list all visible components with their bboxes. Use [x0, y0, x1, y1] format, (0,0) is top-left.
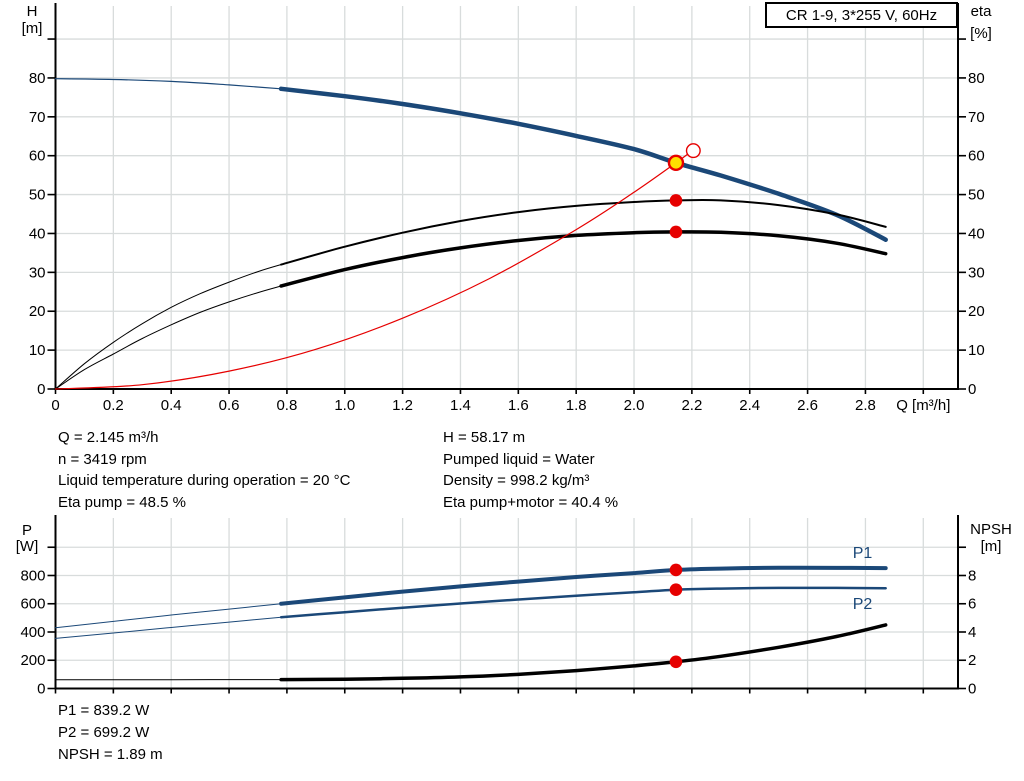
npsh-value: NPSH = 1.89 m	[58, 746, 163, 763]
series-eta-pump-motor	[279, 230, 888, 288]
tick-label: [m]	[981, 538, 1002, 555]
density-value: Density = 998.2 kg/m³	[443, 472, 590, 489]
tick-label: 2	[968, 652, 976, 669]
tick-label: 2.8	[855, 397, 876, 414]
flow-value: Q = 2.145 m³/h	[58, 429, 159, 446]
tick-label: 60	[968, 148, 985, 165]
series-eta-pump	[280, 198, 887, 266]
operating-data-left-column: Q = 2.145 m³/h n = 3419 rpm Liquid tempe…	[58, 427, 350, 513]
series-pump-curve	[278, 86, 888, 242]
tick-label: 200	[20, 652, 45, 669]
series-eta-pump-thin	[55, 264, 282, 390]
series-p1-curve-thin	[55, 603, 282, 629]
tick-label: NPSH	[970, 521, 1012, 538]
tick-label: 2.0	[624, 397, 645, 414]
eta-pump-value: Eta pump = 48.5 %	[58, 493, 186, 511]
tick-label: 50	[29, 187, 46, 204]
curve-label-p2: P2	[853, 596, 873, 613]
tick-label: 50	[968, 187, 985, 204]
tick-label: 1.4	[450, 397, 471, 414]
tick-label: 70	[29, 109, 46, 126]
series-npsh-curve	[279, 623, 888, 682]
result-data-block: P1 = 839.2 W P2 = 699.2 W NPSH = 1.89 m	[58, 700, 163, 766]
tick-label: [W]	[16, 538, 39, 555]
tick-label: 40	[968, 225, 985, 242]
tick-label: 10	[968, 342, 985, 359]
tick-label: 0	[968, 381, 976, 398]
tick-label: 0	[37, 381, 45, 398]
tick-label: 4	[968, 624, 976, 641]
series-pump-curve-thin	[54, 78, 282, 90]
p1-point-marker	[669, 563, 683, 577]
series-p1-curve	[279, 565, 888, 606]
tick-label: 0	[968, 681, 976, 698]
tick-label: 30	[968, 264, 985, 281]
head-efficiency-chart: 0 0.2 0.4 0.6 0.8 1.0 1.2 1.4 1.6 1.8 2.0 2.2 2.4 2.6…	[22, 3, 993, 414]
axes: 800 600 400 200 0 8 6 4 2 0 P[W] NPSH[m] P1 P2	[16, 515, 1012, 698]
tick-label: 2.6	[797, 397, 818, 414]
eta-pump-motor-point-marker	[669, 225, 683, 239]
tick-label: eta	[971, 3, 993, 20]
tick-label: 60	[29, 148, 46, 165]
eta-pump-motor-value: Eta pump+motor = 40.4 %	[443, 493, 619, 511]
tick-label: 0	[51, 397, 59, 414]
series-p2-curve	[279, 586, 887, 619]
grid	[55, 518, 958, 689]
requested-duty-point-marker	[685, 143, 701, 159]
npsh-point-marker	[669, 655, 683, 669]
axes: 0 0.2 0.4 0.6 0.8 1.0 1.2 1.4 1.6 1.8 2.0 2.2 2.4 2.6…	[22, 3, 993, 414]
curve-label-p1: P1	[853, 545, 873, 562]
tick-label: 80	[29, 70, 46, 87]
tick-label: 80	[968, 70, 985, 87]
series-eta-pump-motor-thin	[55, 285, 282, 390]
tick-label: Q [m³/h]	[896, 397, 950, 414]
duty-point-marker	[667, 154, 685, 172]
pump-designation-label: CR 1-9, 3*255 V, 60Hz	[785, 6, 938, 24]
tick-label: 20	[968, 303, 985, 320]
tick-label: 1.0	[334, 397, 355, 414]
tick-label: 0.2	[103, 397, 124, 414]
tick-label: P	[22, 522, 32, 539]
tick-label: 40	[29, 225, 46, 242]
tick-label: 70	[968, 109, 985, 126]
tick-label: [%]	[970, 25, 992, 42]
tick-label: 10	[29, 342, 46, 359]
tick-label: 30	[29, 264, 46, 281]
tick-label: 20	[29, 303, 46, 320]
liquid-temperature-value: Liquid temperature during operation = 20…	[58, 472, 351, 489]
tick-label: 0.6	[219, 397, 240, 414]
speed-value: n = 3419 rpm	[58, 450, 147, 468]
tick-label: 1.2	[392, 397, 413, 414]
power-npsh-chart: 800 600 400 200 0 8 6 4 2 0 P[W] NPSH[m] P1 P2	[16, 515, 1012, 698]
pump-designation-box: CR 1-9, 3*255 V, 60Hz	[765, 2, 958, 28]
tick-label: 1.6	[508, 397, 529, 414]
tick-label: H	[27, 3, 38, 20]
p2-value: P2 = 699.2 W	[58, 724, 150, 741]
series-system-curve	[54, 150, 693, 390]
tick-label: 0	[37, 681, 45, 698]
tick-label: 8	[968, 567, 976, 584]
tick-label: 400	[20, 624, 45, 641]
tick-label: 800	[20, 567, 45, 584]
head-value: H = 58.17 m	[443, 429, 526, 446]
tick-label: 2.4	[739, 397, 760, 414]
p1-value: P1 = 839.2 W	[58, 702, 150, 719]
tick-label: 0.4	[161, 397, 182, 414]
tick-label: [m]	[22, 20, 43, 37]
tick-label: 600	[20, 596, 45, 613]
operating-data-right-column: H = 58.17 m Pumped liquid = Water Densit…	[443, 427, 618, 513]
tick-label: 0.8	[276, 397, 297, 414]
tick-label: 2.2	[681, 397, 702, 414]
eta-pump-point-marker	[669, 194, 683, 207]
series-p2-curve-thin	[55, 616, 282, 639]
grid	[55, 6, 958, 389]
tick-label: 1.8	[566, 397, 587, 414]
pumped-liquid-value: Pumped liquid = Water	[443, 450, 595, 468]
p2-point-marker	[669, 583, 683, 597]
tick-label: 6	[968, 596, 976, 613]
